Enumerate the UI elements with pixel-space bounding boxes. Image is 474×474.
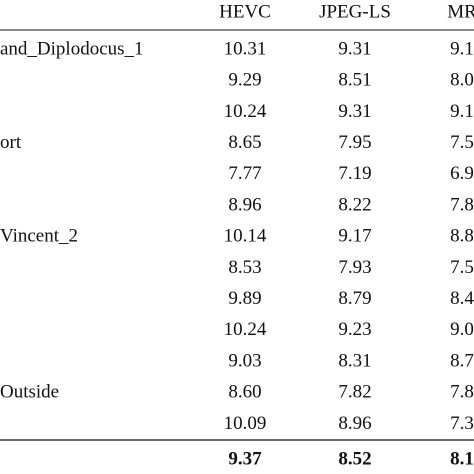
cell: 7.93	[338, 257, 371, 278]
row-label: and_Diplodocus_1	[0, 38, 144, 59]
total-cell: 8.1	[450, 448, 474, 469]
row-label: Outside	[0, 382, 59, 403]
cell: 6.9	[450, 163, 474, 184]
cell: 8.7	[450, 350, 474, 371]
cell: 8.22	[338, 194, 371, 215]
cell: 7.3	[450, 413, 474, 434]
column-header: MR	[447, 1, 474, 22]
cell: 8.96	[228, 194, 261, 215]
cell: 10.09	[224, 413, 267, 434]
cell: 8.60	[228, 382, 261, 403]
cell: 9.31	[338, 38, 371, 59]
cell: 9.31	[338, 101, 371, 122]
cell: 8.51	[338, 70, 371, 91]
cell: 8.53	[228, 257, 261, 278]
cell: 7.5	[450, 257, 474, 278]
cell: 8.0	[450, 70, 474, 91]
cell: 7.19	[338, 163, 371, 184]
cell: 7.77	[228, 163, 261, 184]
cell: 7.8	[450, 194, 474, 215]
row-label: Vincent_2	[0, 226, 78, 247]
row-label: ort	[0, 132, 22, 153]
cell: 9.03	[228, 350, 261, 371]
cell: 9.29	[228, 70, 261, 91]
total-cell: 8.52	[338, 448, 371, 469]
cell: 10.24	[224, 319, 267, 340]
cell: 7.95	[338, 132, 371, 153]
cell: 8.96	[338, 413, 371, 434]
cell: 9.17	[338, 226, 371, 247]
cell: 8.31	[338, 350, 371, 371]
cell: 9.0	[450, 319, 474, 340]
cell: 8.65	[228, 132, 261, 153]
cell: 9.1	[450, 38, 474, 59]
column-header: HEVC	[219, 1, 271, 22]
cell: 7.82	[338, 382, 371, 403]
cell: 9.23	[338, 319, 371, 340]
total-cell: 9.37	[228, 448, 262, 469]
cell: 9.89	[228, 288, 261, 309]
cell: 10.31	[224, 38, 267, 59]
cell: 8.8	[450, 226, 474, 247]
cell: 8.79	[338, 288, 371, 309]
cell: 10.24	[224, 101, 267, 122]
cell: 7.8	[450, 382, 474, 403]
cell: 8.4	[450, 288, 474, 309]
column-header: JPEG-LS	[319, 1, 391, 22]
cell: 10.14	[224, 226, 267, 247]
cell: 7.5	[450, 132, 474, 153]
cell: 9.1	[450, 101, 474, 122]
